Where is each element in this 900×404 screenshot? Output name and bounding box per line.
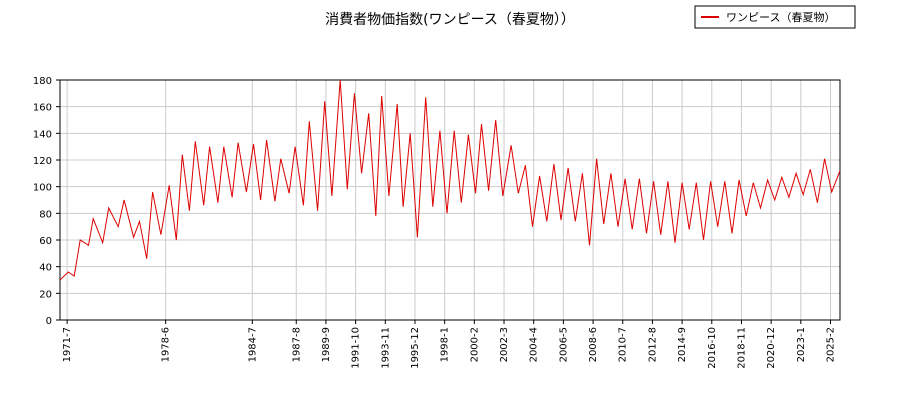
y-tick-label: 20 xyxy=(39,289,52,300)
y-tick-label: 120 xyxy=(33,156,52,167)
x-tick-label: 1991-10 xyxy=(351,327,362,369)
x-tick-label: 1998-1 xyxy=(440,327,451,362)
x-tick-label: 2020-12 xyxy=(766,327,777,369)
x-tick-label: 2018-11 xyxy=(736,327,747,369)
x-tick-label: 2000-2 xyxy=(469,327,480,362)
x-tick-label: 2012-8 xyxy=(647,327,658,362)
y-axis: 0 20 40 60 80 100 120 140 160 180 xyxy=(33,76,60,327)
series-line-0 xyxy=(59,79,841,281)
y-tick-label: 180 xyxy=(33,76,52,87)
x-tick-label: 1995-12 xyxy=(410,327,421,369)
x-tick-label: 1989-9 xyxy=(321,327,332,362)
x-tick-label: 2006-5 xyxy=(558,327,569,362)
x-tick-label: 1978-6 xyxy=(161,327,172,362)
y-tick-label: 100 xyxy=(33,183,52,194)
x-tick-label: 1984-7 xyxy=(247,327,258,362)
x-tick-label: 2010-7 xyxy=(618,327,629,362)
x-tick-label: 1987-8 xyxy=(291,327,302,362)
x-tick-label: 2023-1 xyxy=(796,327,807,362)
x-tick-label: 2014-9 xyxy=(677,327,688,362)
plot-frame xyxy=(59,79,841,321)
y-tick-label: 60 xyxy=(39,236,52,247)
y-tick-label: 160 xyxy=(33,103,52,114)
series-layer xyxy=(59,79,841,281)
legend-label: ワンピース（春夏物） xyxy=(726,10,835,24)
x-tick-label: 2004-4 xyxy=(529,327,540,362)
x-tick-label: 1971-7 xyxy=(62,327,73,362)
legend: ワンピース（春夏物） xyxy=(694,5,856,29)
x-axis: 1971-7 1978-6 1984-7 1987-8 1989-9 1991-10 199… xyxy=(62,320,837,369)
chart-title: 消費者物価指数(ワンピース（春夏物）） xyxy=(325,12,575,28)
y-tick-label: 40 xyxy=(39,263,52,274)
y-tick-label: 0 xyxy=(46,316,52,327)
x-tick-label: 2002-3 xyxy=(499,327,510,362)
x-tick-label: 2016-10 xyxy=(707,327,718,369)
grid-lines xyxy=(60,79,840,321)
x-tick-label: 1993-11 xyxy=(380,327,391,369)
y-tick-label: 80 xyxy=(39,209,52,220)
legend-box xyxy=(694,5,856,29)
y-tick-label: 140 xyxy=(33,129,52,140)
x-tick-label: 2025-2 xyxy=(826,327,837,362)
x-tick-label: 2008-6 xyxy=(588,327,599,362)
